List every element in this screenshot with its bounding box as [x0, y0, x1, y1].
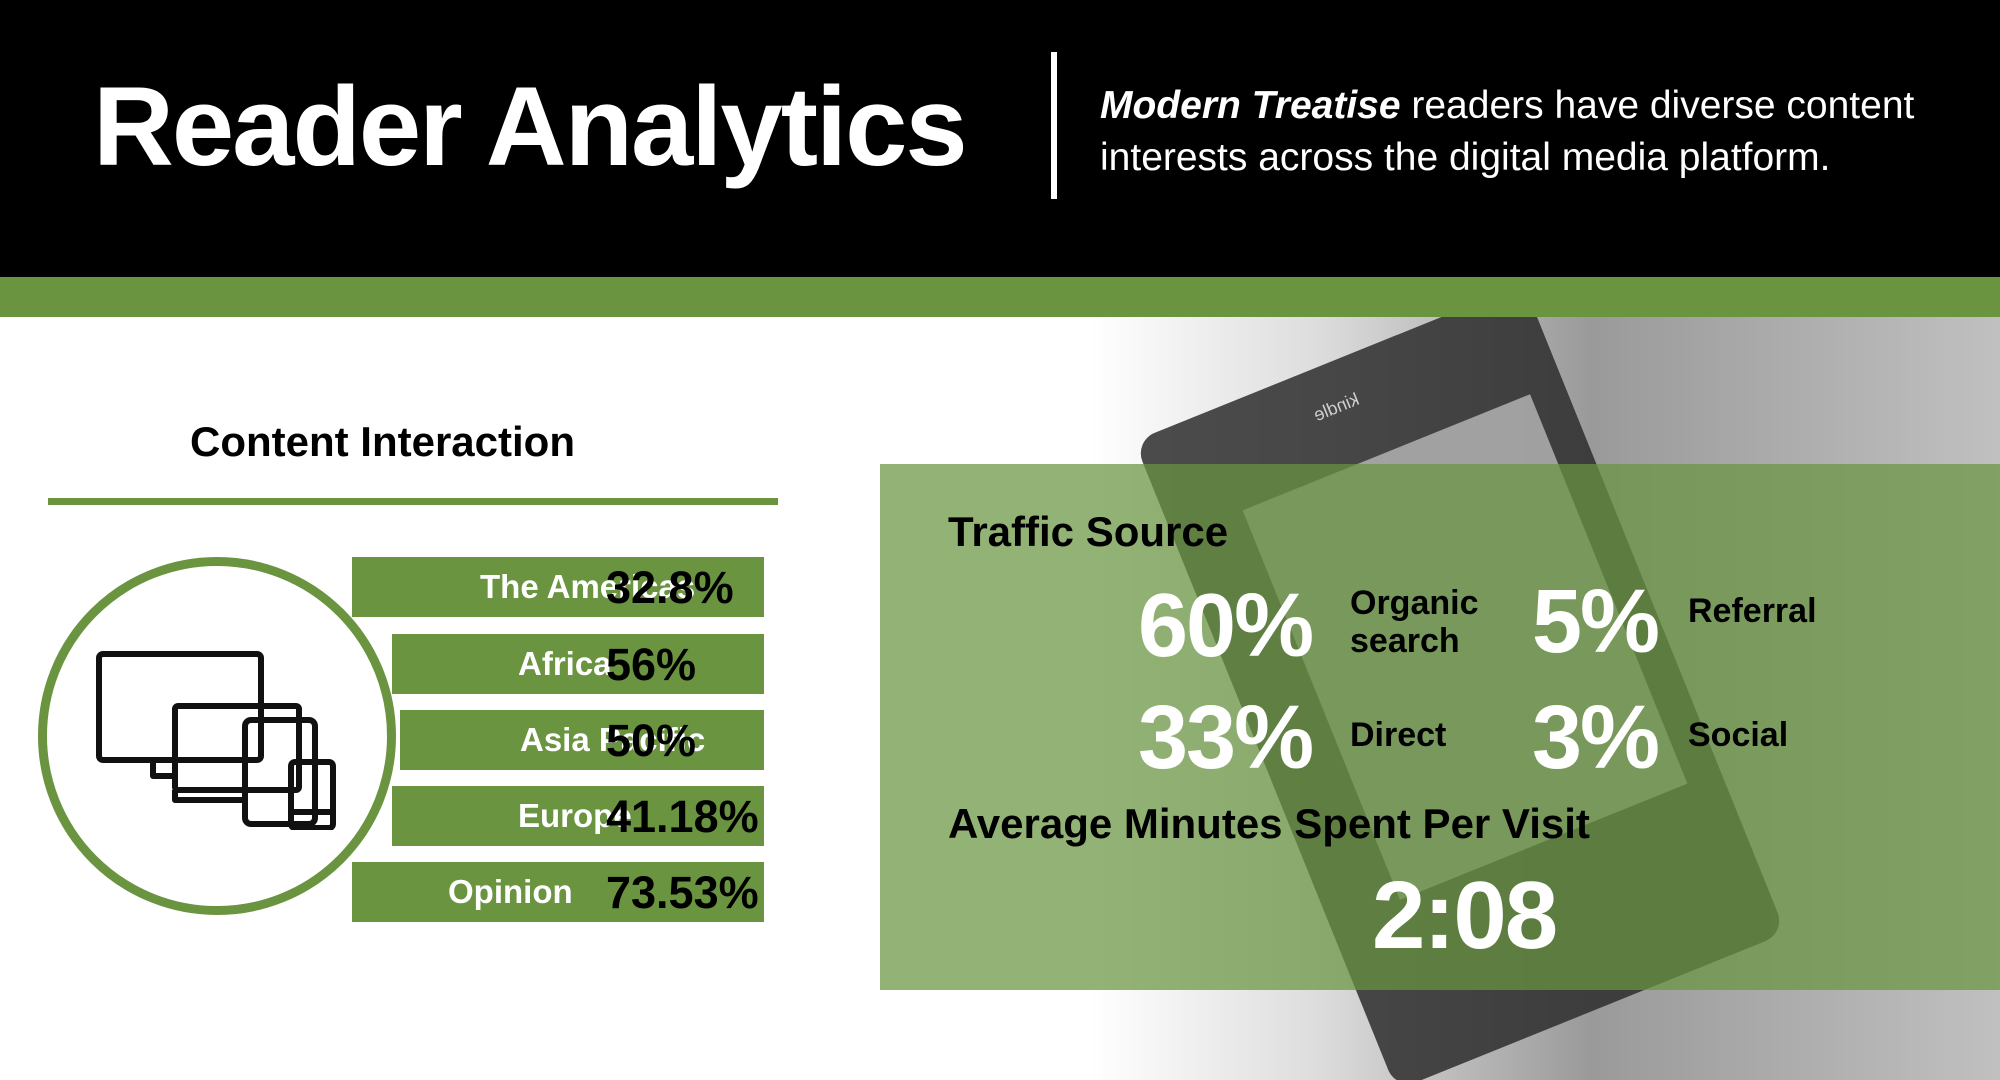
devices-circle [38, 557, 396, 915]
list-item: Opinion 73.53% [0, 862, 764, 922]
organic-search-label: Organic search [1350, 584, 1478, 660]
devices-icon [96, 651, 336, 830]
header-bar: Reader Analytics Modern Treatise readers… [0, 0, 2000, 277]
green-band [0, 277, 2000, 317]
page-title: Reader Analytics [93, 64, 968, 189]
direct-label: Direct [1350, 716, 1447, 754]
region-label-bar: The Americas [352, 557, 764, 617]
referral-label: Referral [1688, 592, 1817, 630]
list-item: Europe 41.18% [0, 786, 764, 846]
traffic-source-title: Traffic Source [948, 508, 1229, 555]
header-divider [1051, 52, 1057, 199]
header-subtitle: Modern Treatise readers have diverse con… [1100, 80, 1980, 184]
region-label: The Americas [480, 568, 696, 605]
region-label-bar: Opinion [352, 862, 764, 922]
average-minutes-title: Average Minutes Spent Per Visit [948, 800, 1590, 847]
traffic-panel: Traffic Source 60% Organic search 5% Ref… [880, 464, 2000, 990]
direct-value: 33% [1138, 688, 1314, 788]
region-label: Europe [518, 797, 632, 834]
subtitle-text: readers have diverse content interests a… [1100, 84, 1915, 179]
region-label: Opinion [448, 873, 573, 910]
social-label: Social [1688, 716, 1789, 754]
content-interaction-title: Content Interaction [190, 418, 575, 465]
list-item: Asia Pacific 50% [0, 710, 764, 770]
subtitle-brand: Modern Treatise [1100, 84, 1401, 127]
organic-label-line2: search [1350, 622, 1460, 660]
region-label-bar: Asia Pacific [400, 710, 764, 770]
list-item: Africa 56% [0, 634, 764, 694]
referral-value: 5% [1532, 572, 1660, 672]
list-item: The Americas 32.8% [0, 557, 764, 617]
region-label: Asia Pacific [520, 721, 706, 758]
region-value: 50% [592, 710, 764, 770]
organic-label-line1: Organic [1350, 584, 1479, 622]
region-value: 73.53% [592, 862, 764, 922]
organic-search-value: 60% [1138, 576, 1314, 676]
region-label-bar: Africa [392, 634, 764, 694]
average-minutes-value: 2:08 [1372, 862, 1558, 969]
region-label: Africa [518, 645, 612, 682]
region-value: 56% [592, 634, 764, 694]
region-label-bar: Europe [392, 786, 764, 846]
social-value: 3% [1532, 688, 1660, 788]
content-interaction-rule [48, 498, 778, 505]
region-value: 41.18% [592, 786, 764, 846]
region-value: 32.8% [592, 557, 764, 617]
